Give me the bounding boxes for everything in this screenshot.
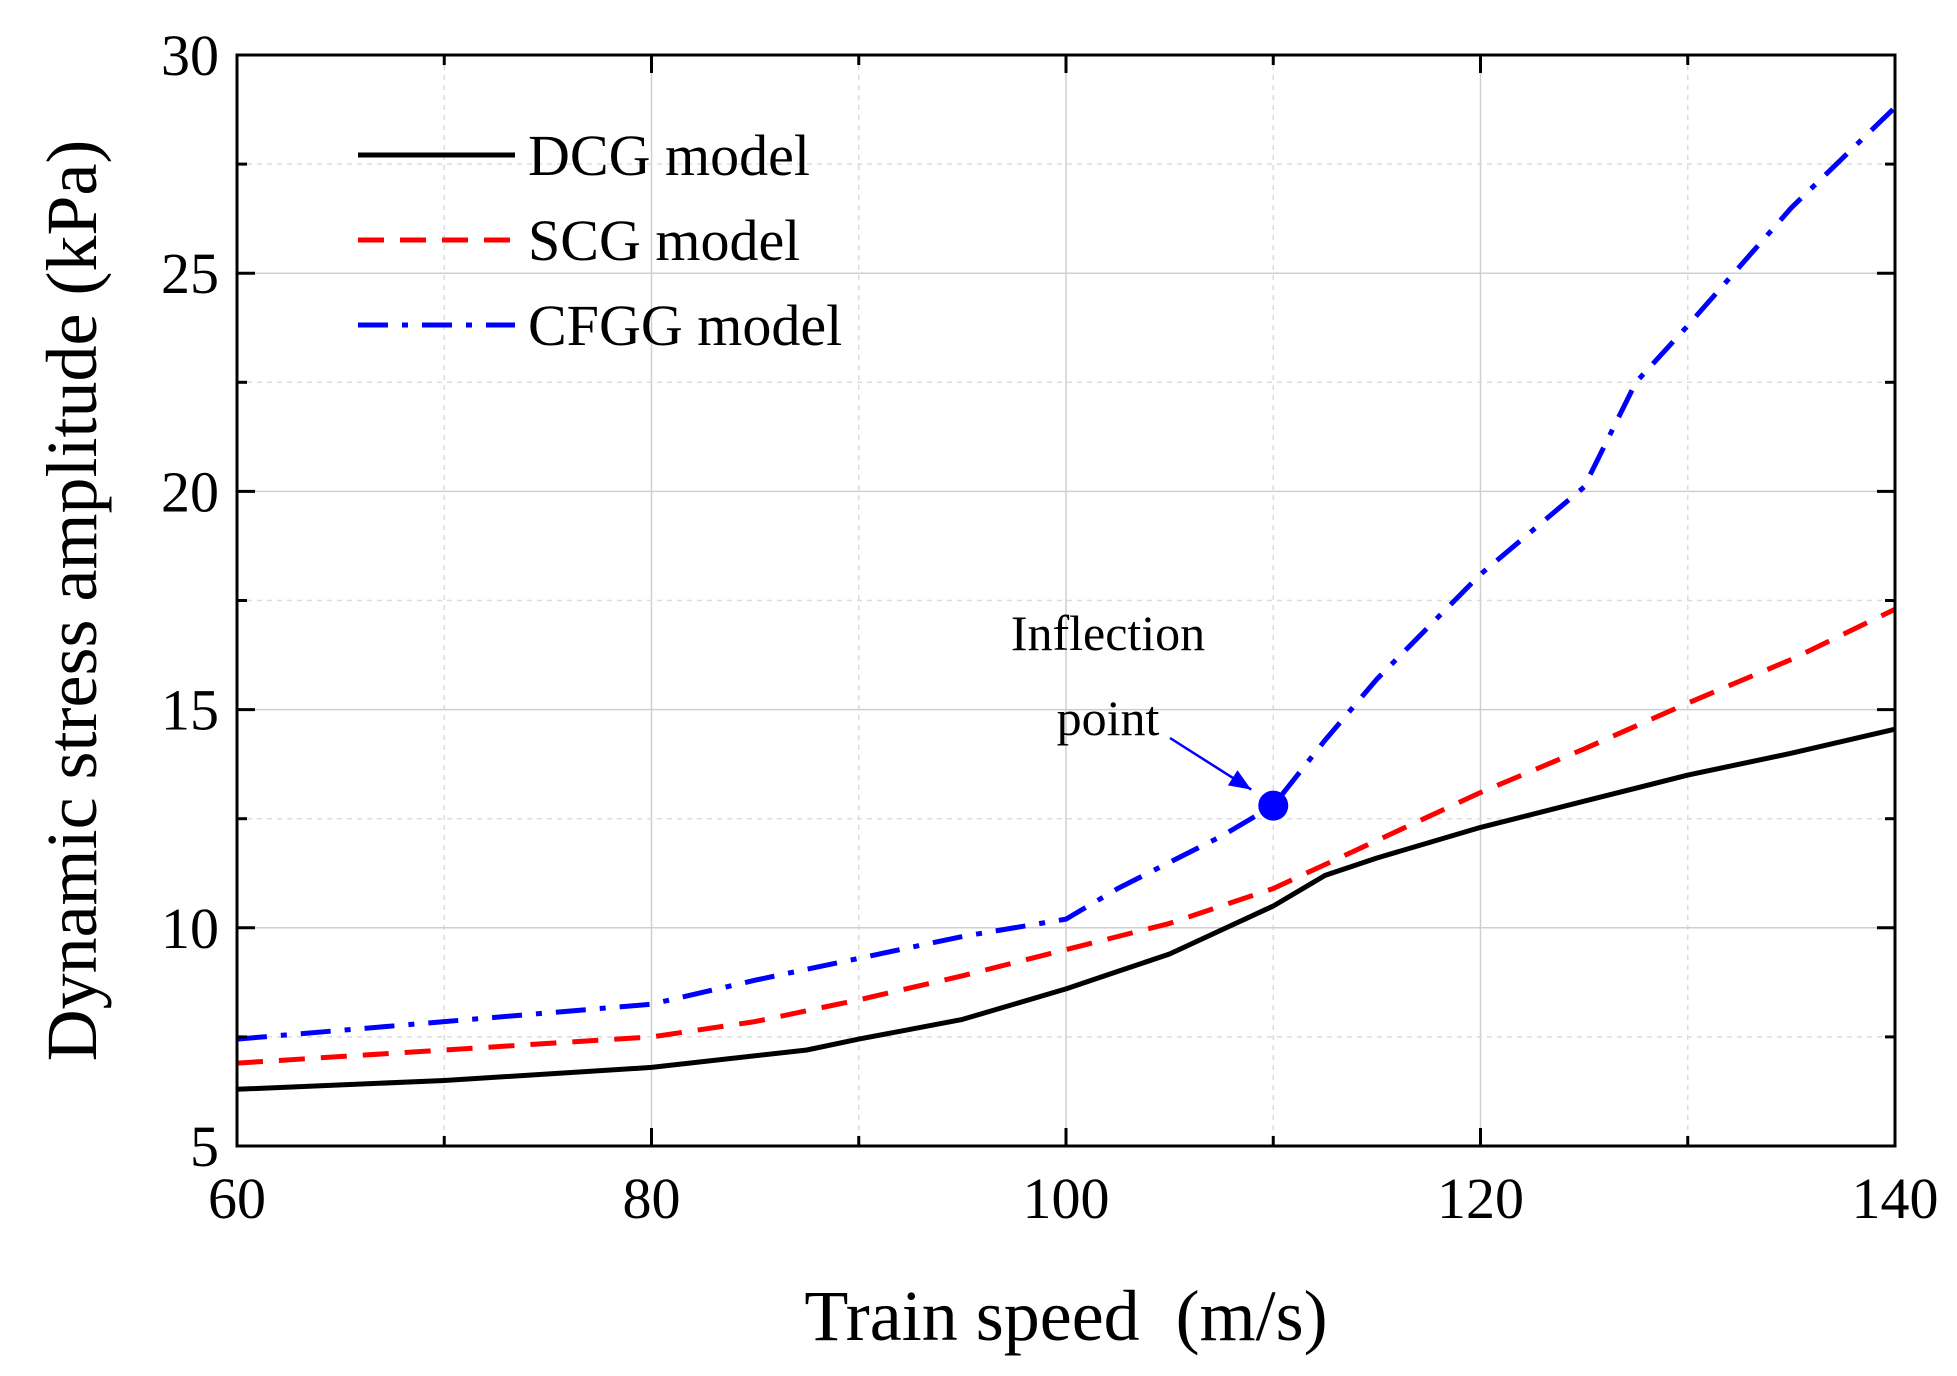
x-tick-label: 80	[623, 1166, 681, 1231]
x-tick-label: 140	[1852, 1166, 1939, 1231]
inflection-annotation: Inflection point	[1011, 605, 1289, 821]
y-tick-label: 5	[190, 1114, 219, 1179]
series-lines	[236, 105, 1897, 1092]
legend-label: SCG model	[528, 208, 800, 273]
annotation-text-line: Inflection	[1011, 605, 1205, 661]
x-axis-title: Train speed (m/s)	[804, 1276, 1327, 1356]
series-line-cfgg-model	[236, 105, 1897, 1042]
annotation-arrow-head	[1227, 770, 1252, 790]
inflection-point-marker	[1258, 790, 1289, 821]
y-tick-label: 20	[161, 459, 219, 524]
legend-label: CFGG model	[528, 293, 842, 358]
series-line-dcg-model	[236, 726, 1896, 1092]
x-tick-label: 120	[1437, 1166, 1524, 1231]
series-line-scg-model	[236, 606, 1897, 1066]
legend: DCG model SCG model CFGG model	[358, 123, 842, 358]
y-tick-label: 10	[161, 896, 219, 961]
y-tick-label: 15	[161, 678, 219, 743]
grid-lines	[237, 55, 1895, 1146]
y-tick-label: 25	[161, 241, 219, 306]
y-tick-label: 30	[161, 23, 219, 88]
x-tick-label: 60	[208, 1166, 266, 1231]
x-tick-label: 100	[1023, 1166, 1110, 1231]
legend-label: DCG model	[528, 123, 810, 188]
annotation-text-line: point	[1057, 690, 1160, 746]
axis-ticks	[235, 53, 1897, 1148]
tick-labels: 60 80 100 120 140 5 10 15 20 25 30	[161, 23, 1939, 1231]
y-axis-title: Dynamic stress amplitude (kPa)	[32, 140, 112, 1062]
